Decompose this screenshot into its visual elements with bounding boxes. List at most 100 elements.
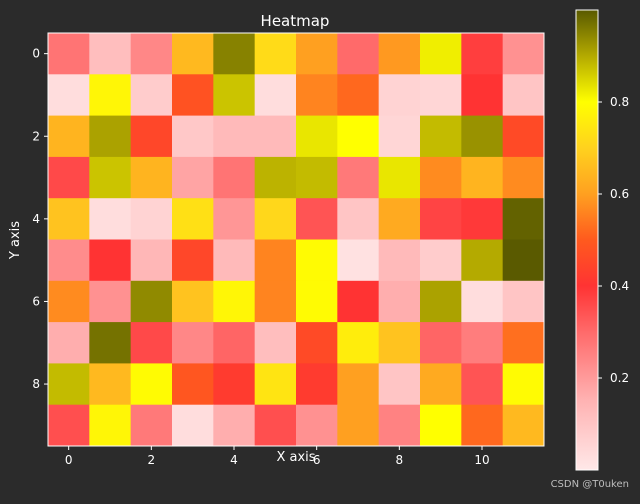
heatmap-cell [89,33,132,75]
heatmap-cell [213,198,256,240]
heatmap-cell [172,239,214,282]
heatmap-cell [420,33,462,75]
heatmap-cell [89,239,132,282]
heatmap-cell [502,115,545,158]
heatmap-cell [89,156,132,199]
heatmap-cell [213,404,256,447]
heatmap-cell [130,239,173,282]
heatmap-cell [48,280,90,323]
heatmap-cell [172,74,214,116]
heatmap-cell [420,239,462,282]
heatmap-cell [502,239,545,282]
heatmap-cell [254,74,297,116]
heatmap-cell [461,363,504,406]
heatmap-cell [461,156,504,199]
heatmap-cell [89,363,132,406]
heatmap-cell [420,322,462,364]
heatmap-cell [296,363,338,406]
heatmap-cell [130,363,173,406]
heatmap-cell [213,280,256,323]
heatmap-cell [213,115,256,158]
heatmap-cell [502,33,545,75]
heatmap-cell [378,156,421,199]
y-tick-label: 8 [32,377,40,391]
heatmap-cell [502,280,545,323]
heatmap-cell [378,33,421,75]
x-tick-label: 4 [230,453,238,467]
heatmap-cell [213,74,256,116]
heatmap-cell [48,239,90,282]
heatmap-cell [89,198,132,240]
heatmap-cell [420,156,462,199]
heatmap-cell [337,363,380,406]
heatmap-cell [254,33,297,75]
x-tick-label: 10 [474,453,489,467]
heatmap-cell [213,363,256,406]
heatmap-cell [130,404,173,447]
colorbar-tick-label: 0.6 [610,187,629,201]
heatmap-cell [378,322,421,364]
heatmap-cell [130,156,173,199]
heatmap-cell [502,198,545,240]
heatmap-cell [130,115,173,158]
heatmap-cell [172,198,214,240]
x-tick-label: 2 [148,453,156,467]
heatmap-cell [378,198,421,240]
y-tick-label: 6 [32,294,40,308]
watermark-text: CSDN @T0uken [551,479,629,490]
heatmap-cell [130,74,173,116]
heatmap-cell [172,404,214,447]
heatmap-cell [89,280,132,323]
heatmap-cell [254,115,297,158]
heatmap-cell [420,115,462,158]
y-tick-label: 4 [32,212,40,226]
heatmap-cell [213,156,256,199]
x-axis-label: X axis [276,450,315,465]
heatmap-cell [172,115,214,158]
heatmap-cell [89,322,132,364]
heatmap-cell [48,363,90,406]
heatmap-cell [420,74,462,116]
heatmap-cell [378,115,421,158]
heatmap-cell [48,33,90,75]
heatmap-cell [337,239,380,282]
heatmap-cell [461,33,504,75]
x-tick-label: 8 [396,453,404,467]
heatmap-cell [378,74,421,116]
heatmap-cell [130,33,173,75]
heatmap-cell [213,239,256,282]
heatmap-cell [502,322,545,364]
heatmap-cell [296,74,338,116]
heatmap-cell [337,322,380,364]
x-tick-label: 6 [313,453,321,467]
heatmap-cell [172,363,214,406]
heatmap-cell [296,239,338,282]
colorbar-tick-label: 0.2 [610,371,629,385]
heatmap-cell [502,74,545,116]
heatmap-cell [337,198,380,240]
x-axis-ticks: 0 2 4 6 8 10 [65,446,490,467]
heatmap-cell [296,322,338,364]
heatmap-cell [254,198,297,240]
heatmap-cell [48,115,90,158]
heatmap-cell [130,280,173,323]
heatmap-cell [254,404,297,447]
heatmap-cell [130,322,173,364]
heatmap-cell [254,239,297,282]
heatmap-cell [461,239,504,282]
colorbar [575,9,599,471]
heatmap-cell [337,156,380,199]
y-axis-label: Y axis [8,221,23,260]
heatmap-cell [48,156,90,199]
heatmap-cell [378,280,421,323]
heatmap-cell [89,115,132,158]
heatmap-cell [213,33,256,75]
heatmap-cell [420,404,462,447]
heatmap-cell [378,404,421,447]
heatmap-cell [254,322,297,364]
heatmap-cell [502,363,545,406]
colorbar-tick-label: 0.4 [610,279,629,293]
heatmap-cell [461,74,504,116]
y-tick-label: 2 [32,129,40,143]
